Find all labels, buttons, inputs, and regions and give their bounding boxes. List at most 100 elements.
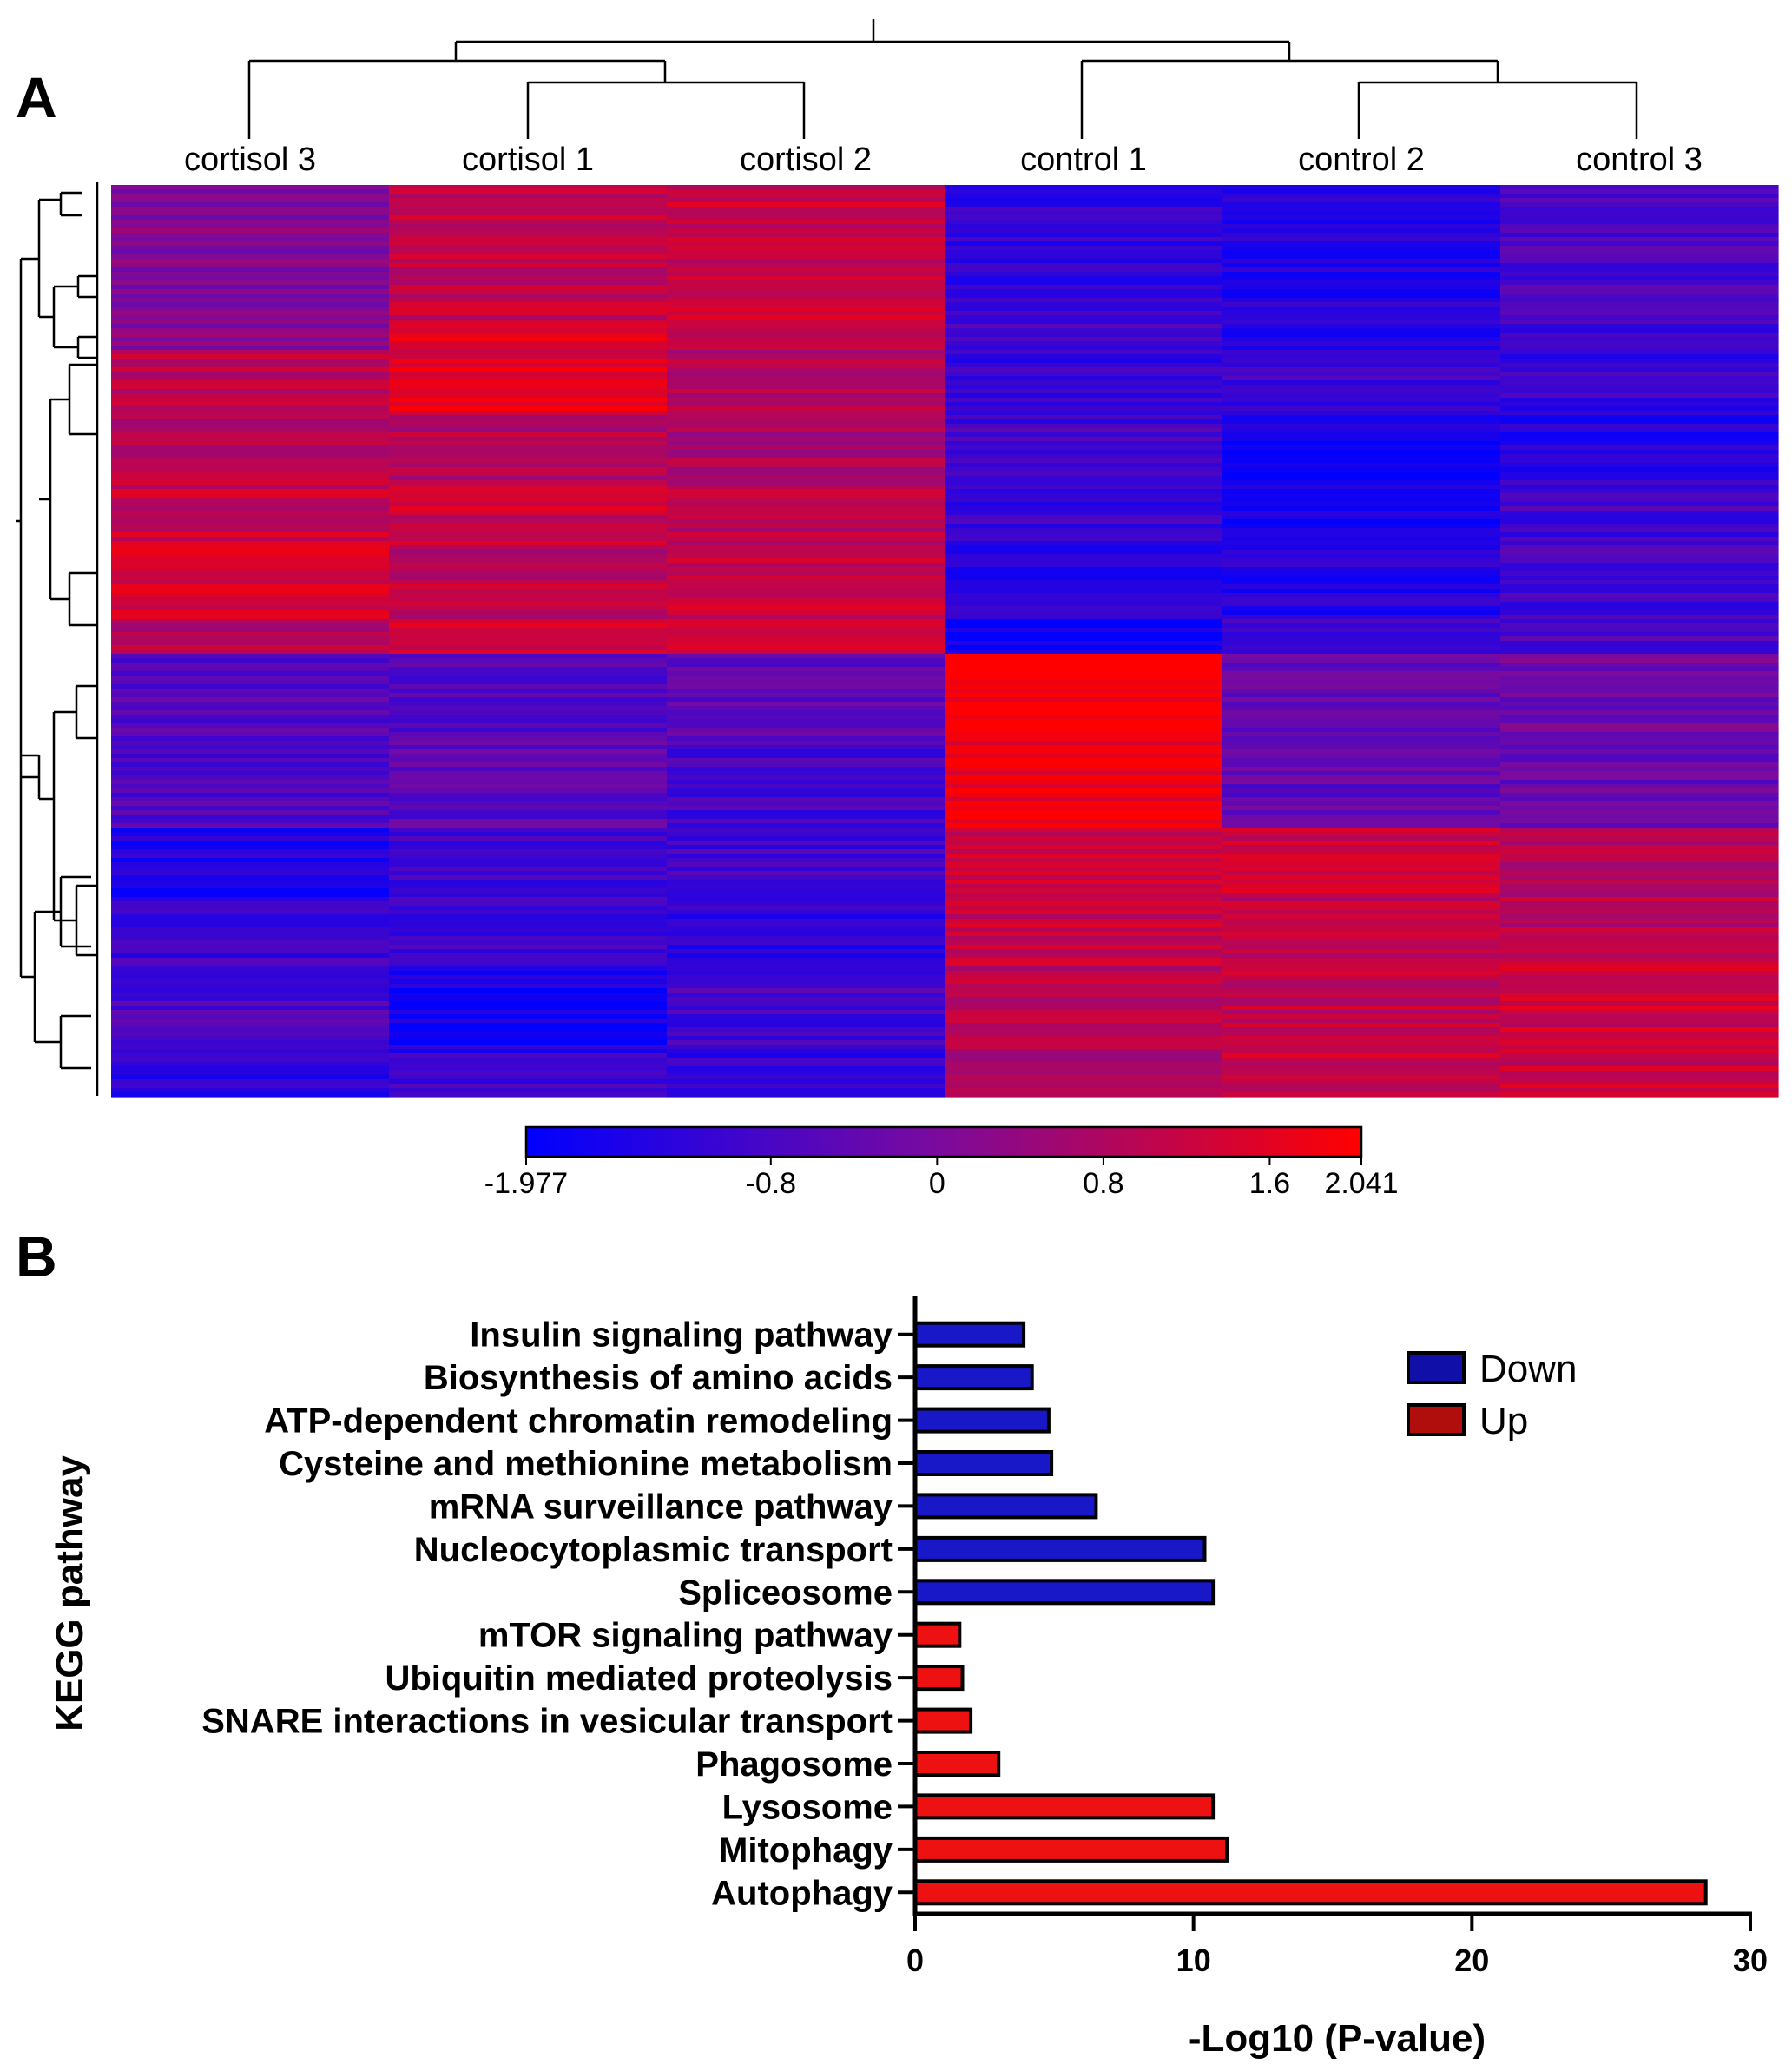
heatmap-cell <box>1222 815 1501 820</box>
heatmap-cell <box>1500 545 1779 551</box>
heatmap-cell <box>389 485 668 490</box>
heatmap-cell <box>1500 862 1779 867</box>
heatmap-cell <box>389 259 668 264</box>
heatmap-cell <box>667 333 945 338</box>
heatmap-cell <box>111 202 390 208</box>
heatmap-cell <box>1222 576 1501 581</box>
heatmap-cell <box>945 458 1223 464</box>
heatmap-cell <box>389 294 668 299</box>
heatmap-cell <box>1500 480 1779 485</box>
heatmap-cell <box>667 888 945 894</box>
heatmap-cell <box>111 285 390 290</box>
heatmap-cell <box>389 893 668 898</box>
heatmap-cell <box>389 841 668 846</box>
heatmap-cell <box>1222 185 1501 190</box>
heatmap-cell <box>1500 589 1779 594</box>
heatmap-cell <box>111 797 390 802</box>
heatmap-cell <box>111 341 390 346</box>
heatmap-cell <box>667 628 945 633</box>
heatmap-cell <box>1222 745 1501 750</box>
heatmap-cell <box>945 849 1223 854</box>
heatmap-cell <box>389 241 668 247</box>
bar-legend: Down Up <box>1407 1348 1578 1442</box>
heatmap-cell <box>945 880 1223 885</box>
heatmap-cell <box>667 359 945 364</box>
heatmap-cell <box>111 450 390 455</box>
heatmap-cell <box>111 901 390 907</box>
heatmap-cell <box>389 389 668 394</box>
heatmap-cell <box>111 610 390 616</box>
heatmap-cell <box>389 684 668 689</box>
heatmap-cell <box>667 419 945 425</box>
heatmap-cell <box>1222 966 1501 972</box>
heatmap-cell <box>389 923 668 928</box>
heatmap-cell <box>111 1079 390 1085</box>
heatmap-cell <box>389 945 668 950</box>
heatmap-cell <box>111 728 390 733</box>
heatmap-cell <box>1222 580 1501 585</box>
y-tick-label: ATP-dependent chromatin remodeling <box>264 1402 893 1441</box>
heatmap-cell <box>945 906 1223 911</box>
heatmap-cell <box>667 710 945 716</box>
heatmap-cell <box>1222 849 1501 854</box>
heatmap-cell <box>945 1032 1223 1037</box>
heatmap-cell <box>945 988 1223 993</box>
heatmap-cell <box>945 936 1223 941</box>
heatmap-cell <box>945 919 1223 924</box>
heatmap-cell <box>111 1014 390 1019</box>
heatmap-cell <box>1500 298 1779 303</box>
heatmap-cell <box>111 215 390 221</box>
heatmap-cell <box>1500 775 1779 781</box>
heatmap-cell <box>667 545 945 551</box>
heatmap-cell <box>389 602 668 607</box>
heatmap-cell <box>667 797 945 802</box>
heatmap-cell <box>945 867 1223 872</box>
heatmap-cell <box>667 415 945 420</box>
heatmap-cell <box>111 793 390 798</box>
heatmap-cell <box>1500 697 1779 702</box>
heatmap-cell <box>945 1088 1223 1093</box>
heatmap-cell <box>111 910 390 915</box>
heatmap-cell <box>667 1032 945 1037</box>
heatmap-cell <box>111 841 390 846</box>
heatmap-cell <box>1500 815 1779 820</box>
heatmap-cell <box>111 320 390 325</box>
heatmap-cell <box>945 207 1223 212</box>
heatmap-cell <box>667 480 945 485</box>
heatmap-cell <box>945 515 1223 520</box>
heatmap-cell <box>1222 1088 1501 1093</box>
heatmap-cell <box>1500 450 1779 455</box>
heatmap-cell <box>945 632 1223 637</box>
heatmap-cell <box>389 289 668 294</box>
heatmap-cell <box>1222 936 1501 941</box>
heatmap-cell <box>1500 849 1779 854</box>
heatmap-cell <box>945 558 1223 564</box>
heatmap-cell <box>945 914 1223 920</box>
x-tick-label: 20 <box>1454 1942 1489 1978</box>
heatmap-cell <box>1222 363 1501 368</box>
heatmap-cell <box>1222 932 1501 937</box>
heatmap-cell <box>1500 676 1779 681</box>
heatmap-cell <box>1500 1014 1779 1019</box>
heatmap-cell <box>667 215 945 221</box>
heatmap-cell <box>1500 294 1779 299</box>
heatmap-cell <box>111 207 390 212</box>
heatmap-cell <box>1222 680 1501 685</box>
heatmap-cell <box>667 849 945 854</box>
heatmap-cell <box>111 636 390 642</box>
heatmap-cell <box>1500 280 1779 286</box>
heatmap-cell <box>111 979 390 985</box>
heatmap-cell <box>667 993 945 998</box>
heatmap-cell <box>945 324 1223 329</box>
heatmap-cell <box>945 472 1223 477</box>
heatmap-cell <box>945 1066 1223 1072</box>
heatmap-cell <box>667 532 945 538</box>
heatmap-cell <box>111 606 390 611</box>
heatmap-cell <box>667 706 945 711</box>
heatmap-cell <box>945 1058 1223 1063</box>
heatmap-cell <box>945 189 1223 195</box>
heatmap-cell <box>389 1001 668 1006</box>
heatmap-cell <box>1222 380 1501 386</box>
heatmap-cell <box>945 758 1223 763</box>
heatmap-cell <box>389 862 668 867</box>
